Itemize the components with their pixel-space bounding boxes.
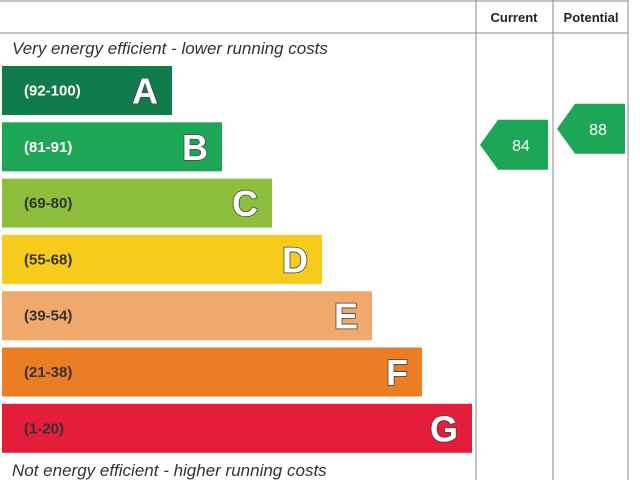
band-range-label: (69-80) — [24, 195, 72, 212]
band-letter: C — [232, 183, 258, 224]
band-d: (55-68) D — [2, 234, 322, 284]
rating-arrow — [557, 103, 625, 154]
band-bar-d — [2, 234, 322, 284]
band-bar-g — [2, 403, 472, 453]
band-range-label: (21-38) — [24, 364, 72, 381]
band-letter: F — [386, 352, 408, 393]
column-header-potential: Potential — [564, 10, 619, 25]
bottom-caption: Not energy efficient - higher running co… — [12, 461, 327, 480]
band-e: (39-54) E — [2, 291, 372, 341]
band-range-label: (39-54) — [24, 308, 72, 325]
band-bar-e — [2, 291, 372, 341]
band-letter: B — [182, 127, 208, 168]
band-b: (81-91) B — [2, 122, 222, 172]
rating-value: 84 — [512, 138, 530, 155]
band-letter: G — [430, 408, 458, 449]
top-caption: Very energy efficient - lower running co… — [12, 39, 328, 58]
band-bar-f — [2, 347, 422, 397]
rating-bands: (92-100) A (81-91) B (69-80) C (55-68) D (39-54)… — [2, 66, 472, 453]
band-bar-b — [2, 122, 222, 172]
band-letter: E — [334, 296, 358, 337]
band-range-label: (81-91) — [24, 139, 72, 156]
band-f: (21-38) F — [2, 347, 422, 397]
band-g: (1-20) G — [2, 403, 472, 453]
band-range-label: (55-68) — [24, 251, 72, 268]
rating-marker-current: 84 — [480, 119, 548, 170]
rating-arrow — [480, 119, 548, 170]
band-letter: A — [132, 71, 158, 112]
band-c: (69-80) C — [2, 178, 272, 228]
band-bar-c — [2, 178, 272, 228]
column-header-current: Current — [491, 10, 539, 25]
rating-value: 88 — [589, 122, 607, 139]
rating-markers: 84 88 — [480, 103, 625, 170]
rating-marker-potential: 88 — [557, 103, 625, 154]
band-letter: D — [282, 239, 308, 280]
band-bar-a — [2, 66, 172, 115]
band-range-label: (1-20) — [24, 420, 64, 437]
band-range-label: (92-100) — [24, 83, 81, 100]
band-a: (92-100) A — [2, 66, 172, 115]
